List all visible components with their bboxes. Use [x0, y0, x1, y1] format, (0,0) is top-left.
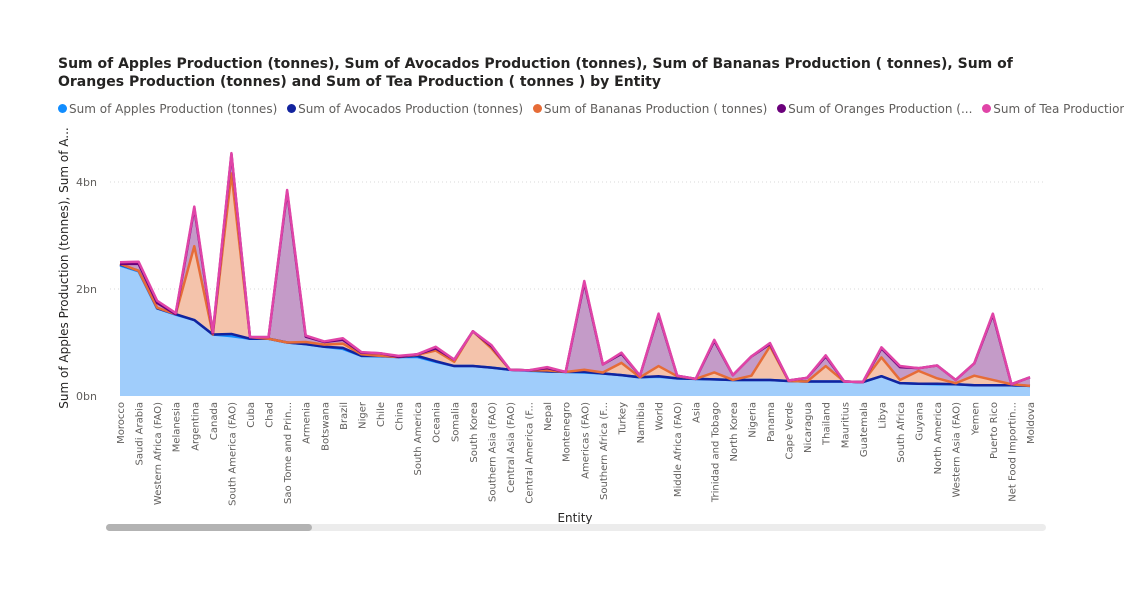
legend-item-oranges[interactable]: Sum of Oranges Production (...	[777, 102, 972, 116]
legend-item-tea[interactable]: Sum of Tea Production (...	[982, 102, 1124, 116]
legend-dot-icon	[532, 104, 542, 113]
series-areas[interactable]	[120, 153, 1030, 396]
x-tick-label: Central Asia (FAO)	[506, 402, 517, 493]
x-tick-label: Nepal	[543, 402, 554, 431]
x-tick-label: Moldova	[1026, 402, 1037, 444]
x-tick-label: Guatemala	[859, 402, 870, 457]
x-tick-label: Puerto Rico	[989, 402, 1000, 459]
legend-label: Sum of Avocados Production (tonnes)	[298, 102, 524, 116]
x-tick-label: Cape Verde	[785, 402, 796, 459]
legend-item-avocados[interactable]: Sum of Avocados Production (tonnes)	[287, 102, 523, 116]
x-tick-label: Yemen	[970, 402, 981, 436]
x-tick-label: Saudi Arabia	[135, 402, 146, 465]
x-tick-label: Mauritius	[840, 402, 851, 448]
x-tick-label: Argentina	[190, 402, 201, 451]
x-tick-label: Western Asia (FAO)	[952, 402, 963, 498]
x-tick-label: Central America (F...	[525, 402, 536, 504]
legend-item-bananas[interactable]: Sum of Bananas Production ( tonnes)	[532, 102, 768, 116]
x-tick-label: Middle Africa (FAO)	[673, 402, 684, 497]
x-tick-label: South Korea	[469, 402, 480, 463]
legend-label: Sum of Bananas Production ( tonnes)	[543, 102, 768, 116]
x-tick-label: Trinidad and Tobago	[710, 402, 721, 503]
x-tick-label: Southern Asia (FAO)	[487, 402, 498, 502]
area-oranges[interactable]	[120, 154, 1030, 386]
chart-legend: Sum of Apples Production (tonnes) Sum of…	[58, 102, 1124, 118]
legend-item-apples[interactable]: Sum of Apples Production (tonnes)	[58, 102, 277, 116]
series-lines	[119, 151, 1031, 388]
legend-dot-icon	[58, 104, 67, 113]
x-tick-label: Chad	[265, 402, 276, 428]
x-tick-label: Thailand	[822, 402, 833, 446]
chart-title: Sum of Apples Production (tonnes), Sum o…	[58, 56, 1013, 90]
horizontal-scrollbar[interactable]	[106, 524, 1046, 531]
y-axis-label: Sum of Apples Production (tonnes), Sum o…	[57, 127, 71, 408]
x-tick-label: Asia	[692, 402, 703, 423]
x-axis-ticks: Morocco Saudi Arabia Western Africa (FAO) M…	[116, 401, 1037, 506]
x-tick-label: Nicaragua	[803, 402, 814, 453]
x-tick-label: China	[395, 402, 406, 431]
x-tick-label: Turkey	[617, 402, 628, 436]
x-tick-label: South America (FAO)	[227, 402, 238, 506]
x-axis-label: Entity	[557, 511, 592, 525]
x-tick-label: Cuba	[246, 402, 257, 428]
x-tick-label: Namibia	[636, 402, 647, 443]
x-tick-label: Panama	[766, 402, 777, 442]
legend-dot-icon	[777, 104, 787, 113]
scrollbar-thumb[interactable]	[106, 524, 312, 531]
x-tick-label: Niger	[357, 401, 368, 429]
x-tick-label: Net Food Importin...	[1007, 402, 1018, 502]
y-tick-label: 2bn	[76, 283, 97, 296]
x-tick-label: Western Africa (FAO)	[153, 402, 164, 505]
x-tick-label: Melanesia	[172, 402, 183, 452]
line-tea	[119, 151, 1031, 386]
x-tick-label: Botswana	[320, 402, 331, 451]
legend-dot-icon	[982, 104, 992, 113]
x-tick-label: Armenia	[302, 402, 313, 444]
legend-label: Sum of Apples Production (tonnes)	[69, 102, 278, 116]
legend-label: Sum of Oranges Production (...	[788, 102, 973, 116]
x-tick-label: Brazil	[339, 402, 350, 430]
x-tick-label: Guyana	[915, 402, 926, 441]
legend-label: Sum of Tea Production (...	[993, 102, 1124, 116]
x-tick-label: Nigeria	[747, 402, 758, 438]
y-tick-label: 4bn	[76, 176, 97, 189]
x-tick-label: South America	[413, 402, 424, 476]
y-axis-ticks: 0bn 2bn 4bn	[76, 176, 97, 403]
x-tick-label: Somalia	[450, 402, 461, 442]
x-tick-label: Canada	[209, 402, 220, 440]
x-tick-label: North Korea	[729, 402, 740, 462]
x-tick-label: World	[655, 402, 666, 431]
line-bananas	[119, 172, 1031, 388]
x-tick-label: Southern Africa (F...	[599, 402, 610, 500]
area-apples[interactable]	[120, 265, 1030, 396]
x-tick-label: Chile	[376, 402, 387, 427]
x-tick-label: Montenegro	[562, 402, 573, 462]
x-tick-label: Libya	[877, 402, 888, 429]
x-tick-label: Americas (FAO)	[580, 402, 591, 479]
x-tick-label: South Africa	[896, 402, 907, 463]
gridlines	[110, 181, 1045, 290]
x-tick-label: Oceania	[432, 402, 443, 443]
x-tick-label: North America	[933, 402, 944, 474]
y-tick-label: 0bn	[76, 390, 97, 403]
x-tick-label: Morocco	[116, 402, 127, 444]
x-tick-label: Sao Tome and Prin...	[283, 402, 294, 504]
legend-dot-icon	[287, 104, 297, 113]
